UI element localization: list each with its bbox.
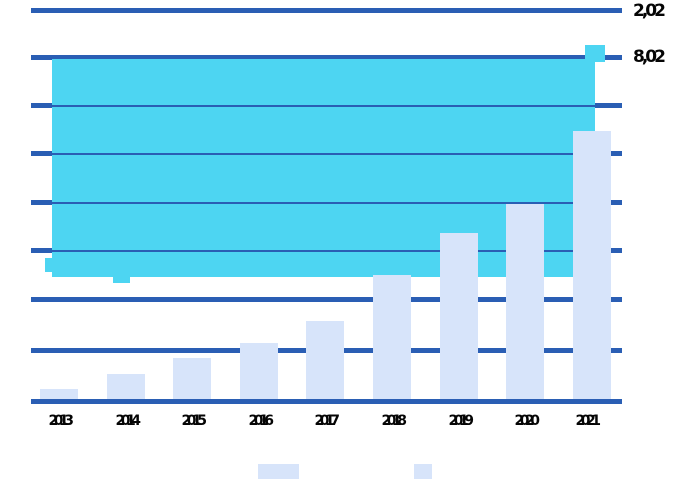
x-axis-label: 2020	[514, 413, 540, 429]
area-series-end-marker	[585, 45, 605, 62]
area-series-body	[52, 57, 595, 277]
bar-2013	[40, 389, 78, 399]
x-axis-line	[31, 399, 622, 404]
bar-2017	[306, 321, 344, 399]
legend-bar-series-swatch	[258, 464, 299, 479]
gridline	[31, 8, 622, 13]
right-value-label-bottom: 8,02	[633, 47, 666, 67]
x-axis-label: 2015	[181, 413, 207, 429]
x-axis-label: 2017	[314, 413, 340, 429]
area-series-bottom-bump	[113, 277, 130, 283]
x-axis-label: 2019	[448, 413, 474, 429]
bar-2015	[173, 358, 211, 399]
bar-2018	[373, 275, 411, 399]
right-value-label-top: 2,02	[633, 1, 666, 21]
bar-2021	[573, 131, 611, 399]
x-axis-label: 2018	[381, 413, 407, 429]
bar-2019	[440, 233, 478, 399]
bar-2016	[240, 343, 278, 399]
gridline-over-area	[52, 153, 595, 155]
gridline-over-area	[52, 250, 595, 252]
bar-2014	[107, 374, 145, 399]
x-axis-label: 2016	[248, 413, 274, 429]
gridline-over-area	[52, 57, 595, 59]
x-axis-label: 2014	[115, 413, 141, 429]
legend-area-series-swatch	[414, 464, 432, 479]
x-axis-label: 2021	[575, 413, 601, 429]
gridline	[31, 297, 622, 302]
bar-2020	[506, 204, 544, 399]
gridline-over-area	[52, 105, 595, 107]
gridline-over-area	[52, 202, 595, 204]
x-axis-label: 2013	[48, 413, 74, 429]
area-series-left-tab	[45, 258, 52, 272]
